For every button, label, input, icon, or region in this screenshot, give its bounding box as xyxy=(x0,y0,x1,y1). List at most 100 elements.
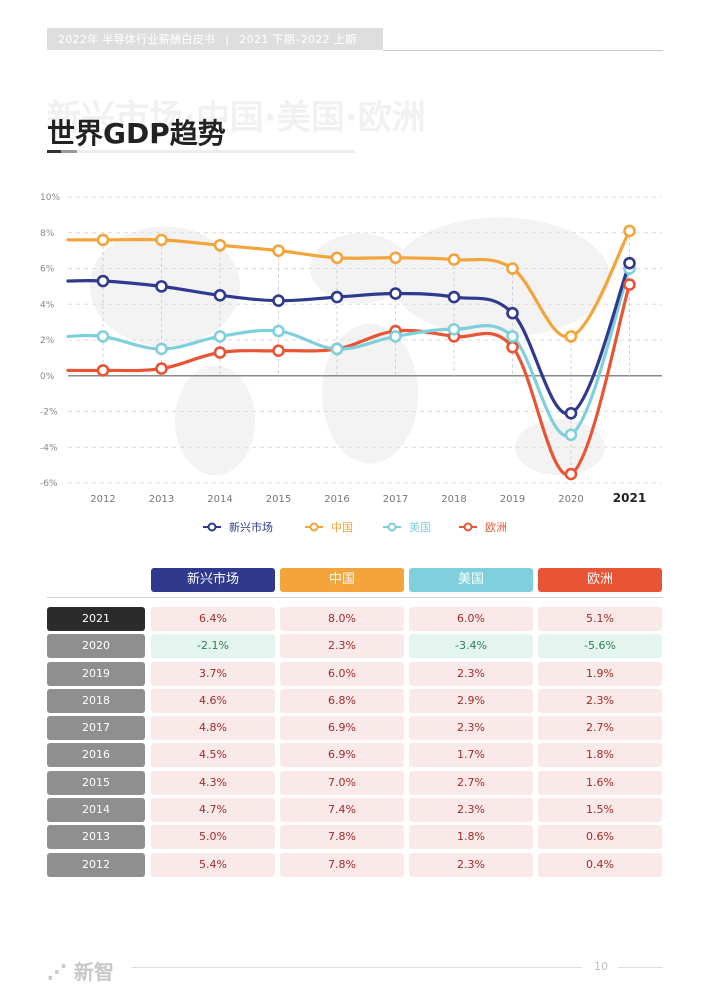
table-column-header: 中国 xyxy=(280,568,404,592)
x-tick-label: 2019 xyxy=(500,494,525,505)
data-point xyxy=(213,238,227,252)
y-tick-label: -6% xyxy=(40,479,58,489)
data-point xyxy=(447,290,461,304)
table-cell: 7.0% xyxy=(280,770,404,795)
row-year-label: 2019 xyxy=(47,661,145,686)
data-point xyxy=(272,294,285,307)
table-cell: 1.8% xyxy=(538,743,662,768)
data-point xyxy=(389,287,402,300)
table-header-rule xyxy=(47,597,663,598)
table-row: 2018 4.6% 6.8% 2.9% 2.3% xyxy=(47,688,663,716)
header-text: 2022年 半导体行业薪酬白皮书 | 2021 下期–2022 上期 xyxy=(58,31,356,47)
row-year-label: 2014 xyxy=(47,798,145,823)
data-point xyxy=(506,306,519,320)
x-tick-label: 2014 xyxy=(207,494,232,505)
data-point xyxy=(623,224,636,238)
table-cell: 2.9% xyxy=(409,688,533,713)
legend-label: 欧洲 xyxy=(485,521,507,534)
map-shape-asia xyxy=(390,217,610,338)
row-year-label: 2016 xyxy=(47,743,145,768)
data-point xyxy=(623,278,636,291)
row-year-label: 2012 xyxy=(47,852,145,877)
data-point xyxy=(506,340,519,354)
table-row: 2013 5.0% 7.8% 1.8% 0.6% xyxy=(47,825,663,852)
x-tick-label: 2013 xyxy=(149,494,174,505)
x-tick-label: 2018 xyxy=(441,494,466,505)
data-point xyxy=(155,342,168,356)
table-cell: 6.4% xyxy=(151,607,275,631)
table-cell: -3.4% xyxy=(409,634,533,659)
gdp-line-chart: 10% 8% 6% 4% 2% 0% -2% -4% -6% 2012 2013 2014 2015 20… xyxy=(40,193,662,534)
data-point xyxy=(213,330,227,343)
table-row: 2012 5.4% 7.8% 2.3% 0.4% xyxy=(47,852,663,880)
x-tick-label: 2021 xyxy=(613,491,646,505)
x-tick-label: 2016 xyxy=(324,494,349,505)
data-point xyxy=(213,289,227,302)
title-underline xyxy=(47,150,355,153)
row-year-label: 2021 xyxy=(47,607,145,631)
row-year-label: 2013 xyxy=(47,825,145,850)
table-cell: 6.9% xyxy=(280,716,404,741)
footer-rule-left xyxy=(132,967,582,968)
table-row: 2020 -2.1% 2.3% -3.4% -5.6% xyxy=(47,634,663,661)
table-row: 2015 4.3% 7.0% 2.7% 1.6% xyxy=(47,770,663,798)
table-cell: 1.5% xyxy=(538,798,662,823)
series-line xyxy=(66,229,632,339)
data-point xyxy=(155,362,168,375)
data-point xyxy=(506,262,519,275)
table-cell: 2.7% xyxy=(538,716,662,741)
row-year-label: 2020 xyxy=(47,634,145,659)
data-point xyxy=(272,344,285,358)
logo-icon: ⋰ xyxy=(47,960,67,984)
y-tick-label: 6% xyxy=(40,265,55,275)
table-cell: 2.3% xyxy=(409,798,533,823)
table-cell: 8.0% xyxy=(280,607,404,631)
data-point xyxy=(330,290,344,304)
table-cell: 5.4% xyxy=(151,852,275,877)
legend-label: 中国 xyxy=(331,521,353,534)
table-cell: 4.8% xyxy=(151,716,275,741)
table-row: 2019 3.7% 6.0% 2.3% 1.9% xyxy=(47,661,663,689)
data-point xyxy=(389,330,402,343)
table-cell: 7.4% xyxy=(280,798,404,823)
gdp-table-header: 新兴市场 中国 美国 欧洲 xyxy=(47,568,663,594)
table-cell: 6.8% xyxy=(280,688,404,713)
header-separator: | xyxy=(225,33,230,46)
data-point xyxy=(213,346,227,359)
data-point xyxy=(96,274,110,288)
x-tick-label: 2015 xyxy=(266,494,291,505)
gdp-table-body: 2021 6.4% 8.0% 6.0% 5.1% 2020 -2.1% 2.3% -3.4% -5… xyxy=(47,607,663,880)
map-shape-americas-south xyxy=(175,365,255,476)
y-tick-label: -4% xyxy=(40,443,58,453)
table-header-row: 新兴市场 中国 美国 欧洲 xyxy=(47,568,663,594)
table-cell: 4.7% xyxy=(151,798,275,823)
footer-logo-text: 新智 xyxy=(73,960,114,984)
legend-swatch-marker xyxy=(387,522,397,532)
data-point xyxy=(96,330,110,343)
table-cell: 5.1% xyxy=(538,607,662,631)
map-shape-africa xyxy=(322,323,418,464)
x-tick-label: 2012 xyxy=(90,494,115,505)
footer-logo: ⋰ 新智 xyxy=(47,956,114,985)
table-cell: 2.3% xyxy=(538,688,662,713)
data-point xyxy=(155,280,168,293)
table-cell: 2.3% xyxy=(409,852,533,877)
data-point xyxy=(564,406,578,420)
y-tick-label: 0% xyxy=(40,372,55,382)
table-cell: 7.8% xyxy=(280,825,404,850)
legend-swatch-marker xyxy=(207,522,217,532)
table-cell: 1.9% xyxy=(538,661,662,686)
table-row: 2016 4.5% 6.9% 1.7% 1.8% xyxy=(47,743,663,770)
table-cell: 1.7% xyxy=(409,743,533,768)
table-cell: -2.1% xyxy=(151,634,275,659)
y-tick-label: 4% xyxy=(40,300,55,310)
data-point xyxy=(564,330,578,343)
table-column-header: 新兴市场 xyxy=(151,568,275,592)
row-year-label: 2015 xyxy=(47,770,145,795)
table-cell: 6.0% xyxy=(409,607,533,631)
title-underline-accent xyxy=(47,150,61,153)
table-cell: 6.9% xyxy=(280,743,404,768)
x-tick-label: 2020 xyxy=(558,494,583,505)
header-line xyxy=(383,50,663,51)
row-year-label: 2018 xyxy=(47,688,145,713)
